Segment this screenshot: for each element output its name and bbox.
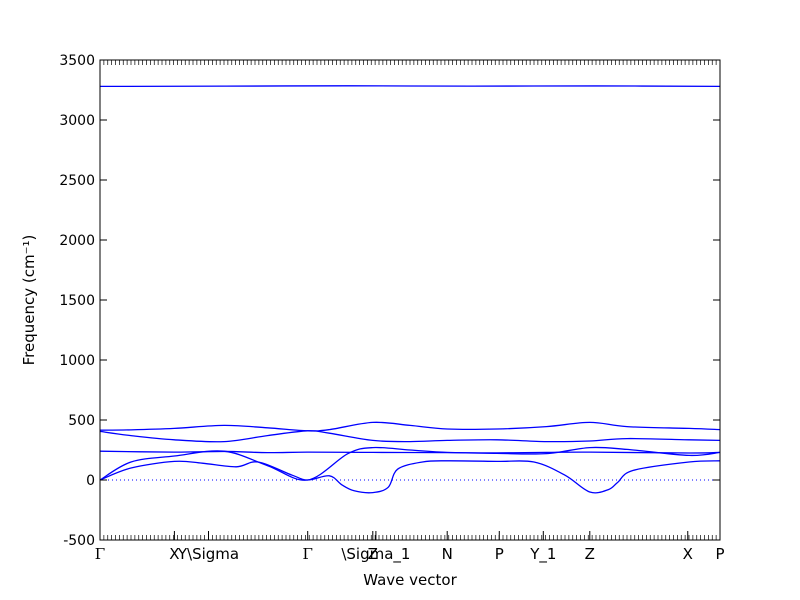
y-tick-label: 500 <box>68 413 95 429</box>
kpoint-label: Z <box>585 545 595 563</box>
y-tick-label: 3000 <box>59 113 95 129</box>
kpoint-label: \Sigma_1 <box>341 545 410 564</box>
plot-area <box>99 85 721 494</box>
kpoint-label: P <box>715 545 724 563</box>
y-tick-label: 1500 <box>59 293 95 309</box>
kpoint-label: Y\Sigma <box>177 545 239 563</box>
y-tick-label: 1000 <box>59 353 95 369</box>
y-tick-label: -500 <box>63 533 95 549</box>
kpoint-label: P <box>495 545 504 563</box>
band-line-6 <box>99 460 721 494</box>
band-line-3 <box>99 430 721 443</box>
y-tick-label: 3500 <box>59 53 95 69</box>
y-axis-label: Frequency (cm⁻¹) <box>20 235 38 366</box>
y-tick-label: 0 <box>86 473 95 489</box>
y-tick-label: 2500 <box>59 173 95 189</box>
kpoint-label: Γ <box>95 545 105 563</box>
band-line-1 <box>99 85 721 88</box>
kpoint-label: X <box>683 545 693 563</box>
band-line-5 <box>99 446 721 481</box>
kpoint-label: Z <box>368 545 378 563</box>
kpoint-label: Γ <box>302 545 312 563</box>
x-axis-label: Wave vector <box>363 571 457 589</box>
kpoint-label: N <box>442 545 453 563</box>
kpoint-label: Y_1 <box>529 545 556 564</box>
band-line-2 <box>99 421 721 432</box>
kpoint-label: X <box>169 545 179 563</box>
y-tick-label: 2000 <box>59 233 95 249</box>
